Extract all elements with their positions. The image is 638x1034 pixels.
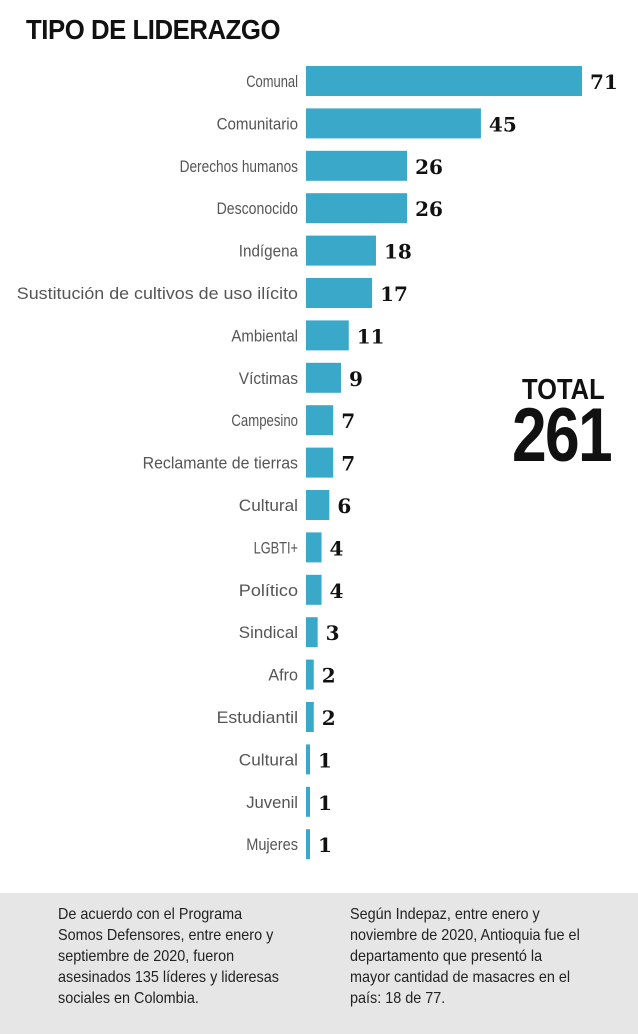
bar bbox=[306, 532, 322, 563]
category-label: Campesino bbox=[231, 411, 298, 430]
total-label: TOTAL bbox=[522, 374, 605, 406]
category-label: Reclamante de tierras bbox=[143, 454, 298, 473]
value-label: 71 bbox=[590, 70, 618, 94]
category-label: Ambiental bbox=[231, 326, 298, 345]
value-label: 2 bbox=[322, 706, 336, 730]
value-label: 6 bbox=[337, 494, 351, 518]
value-label: 1 bbox=[318, 833, 332, 857]
value-label: 45 bbox=[489, 112, 517, 136]
category-label: Juvenil bbox=[246, 793, 298, 812]
bar bbox=[306, 702, 314, 732]
bar bbox=[306, 150, 408, 181]
value-label: 17 bbox=[380, 282, 408, 306]
value-label: 11 bbox=[357, 324, 385, 348]
value-label: 9 bbox=[349, 367, 363, 391]
bar bbox=[306, 447, 334, 478]
value-label: 7 bbox=[341, 452, 355, 476]
value-label: 26 bbox=[415, 197, 443, 221]
value-label: 1 bbox=[318, 748, 332, 772]
value-label: 18 bbox=[384, 240, 412, 264]
category-label: LGBTI+ bbox=[254, 538, 298, 557]
bar bbox=[306, 235, 376, 266]
note-somos-defensores: De acuerdo con el Programa Somos Defenso… bbox=[58, 906, 279, 1007]
value-label: 4 bbox=[330, 579, 344, 603]
bar bbox=[306, 829, 310, 860]
value-label: 26 bbox=[415, 155, 443, 179]
footer-notes: De acuerdo con el Programa Somos Defenso… bbox=[0, 893, 638, 1034]
bar bbox=[306, 574, 322, 605]
category-label: Político bbox=[239, 581, 298, 600]
bar bbox=[306, 193, 408, 224]
category-label: Estudiantil bbox=[217, 708, 298, 727]
category-label: Indígena bbox=[239, 242, 299, 261]
total-value: 261 bbox=[512, 393, 613, 478]
bar bbox=[306, 405, 334, 436]
bar bbox=[306, 278, 373, 308]
category-label: Comunal bbox=[246, 72, 298, 91]
value-label: 3 bbox=[326, 621, 340, 645]
value-label: 1 bbox=[318, 791, 332, 815]
value-label: 2 bbox=[322, 664, 336, 688]
bar bbox=[306, 659, 314, 690]
category-label: Cultural bbox=[239, 750, 298, 769]
value-label: 4 bbox=[330, 536, 344, 560]
bar bbox=[306, 320, 349, 351]
category-label: Afro bbox=[268, 666, 298, 685]
category-label: Sustitución de cultivos de uso ilícito bbox=[17, 284, 298, 303]
category-label: Derechos humanos bbox=[180, 157, 298, 176]
category-label: Víctimas bbox=[239, 369, 298, 388]
category-label: Mujeres bbox=[246, 835, 298, 854]
chart-title: TIPO DE LIDERAZGO bbox=[26, 14, 281, 45]
category-label: Cultural bbox=[239, 496, 298, 515]
bar bbox=[306, 108, 481, 139]
category-label: Desconocido bbox=[217, 199, 298, 218]
value-label: 7 bbox=[341, 409, 355, 433]
bar bbox=[306, 617, 318, 648]
category-label: Comunitario bbox=[217, 114, 298, 133]
category-label: Sindical bbox=[239, 623, 298, 642]
bar bbox=[306, 744, 310, 775]
note-indepaz: Según Indepaz, entre enero y noviembre d… bbox=[350, 906, 580, 1007]
bar bbox=[306, 66, 582, 96]
bar bbox=[306, 362, 341, 393]
bar bbox=[306, 490, 330, 520]
bar bbox=[306, 786, 310, 817]
